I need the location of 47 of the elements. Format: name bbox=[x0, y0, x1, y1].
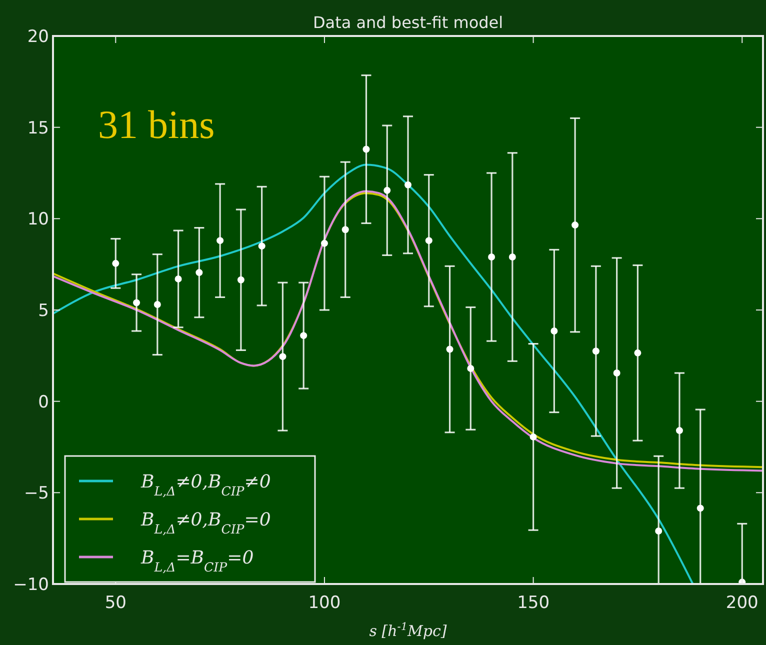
point bbox=[530, 433, 537, 440]
line-series bbox=[53, 164, 694, 584]
x-tick-label: 100 bbox=[308, 593, 341, 613]
point bbox=[133, 299, 140, 306]
point bbox=[676, 427, 683, 434]
point bbox=[320, 240, 328, 247]
legend-label: B$_{L,Δ}$=B$_{CIP}$=0 bbox=[140, 547, 254, 574]
x-tick-label: 200 bbox=[726, 593, 758, 613]
point bbox=[174, 275, 182, 282]
point bbox=[279, 353, 286, 360]
x-tick-label: 150 bbox=[517, 593, 550, 613]
y-tick-label: 15 bbox=[27, 118, 49, 138]
point bbox=[237, 276, 244, 284]
point bbox=[425, 237, 432, 244]
point bbox=[300, 332, 308, 340]
point bbox=[258, 242, 266, 250]
point bbox=[446, 346, 454, 353]
point bbox=[550, 328, 558, 335]
legend-label: B$_{L,Δ}$≠0,B$_{CIP}$=0 bbox=[140, 509, 271, 536]
x-tick-label: 50 bbox=[104, 593, 126, 613]
y-tick-label: −5 bbox=[24, 484, 49, 504]
point bbox=[592, 348, 600, 355]
point bbox=[655, 528, 662, 535]
y-tick-label: 10 bbox=[27, 210, 49, 230]
point bbox=[154, 301, 161, 308]
point bbox=[362, 146, 370, 153]
y-tick-label: −10 bbox=[13, 574, 49, 595]
point bbox=[634, 349, 642, 356]
point bbox=[613, 370, 620, 377]
point bbox=[572, 222, 579, 229]
point bbox=[508, 254, 516, 261]
point bbox=[342, 226, 349, 234]
point bbox=[216, 237, 224, 244]
y-tick-label: 5 bbox=[38, 300, 49, 321]
point bbox=[488, 254, 496, 261]
point bbox=[196, 269, 203, 276]
point bbox=[404, 181, 412, 188]
point bbox=[696, 504, 704, 512]
point bbox=[112, 260, 120, 267]
annotation: 31 bins bbox=[98, 102, 215, 147]
x-axis-title: s [h$^{-1}$Mpc] bbox=[369, 621, 447, 640]
chart-title: Data and best-fit model bbox=[312, 13, 504, 32]
point bbox=[467, 364, 474, 372]
y-tick-label: 20 bbox=[27, 26, 49, 47]
y-tick-label: 0 bbox=[38, 392, 49, 412]
point bbox=[384, 186, 391, 194]
legend-label: B$_{L,Δ}$≠0,B$_{CIP}$≠0 bbox=[140, 471, 271, 498]
